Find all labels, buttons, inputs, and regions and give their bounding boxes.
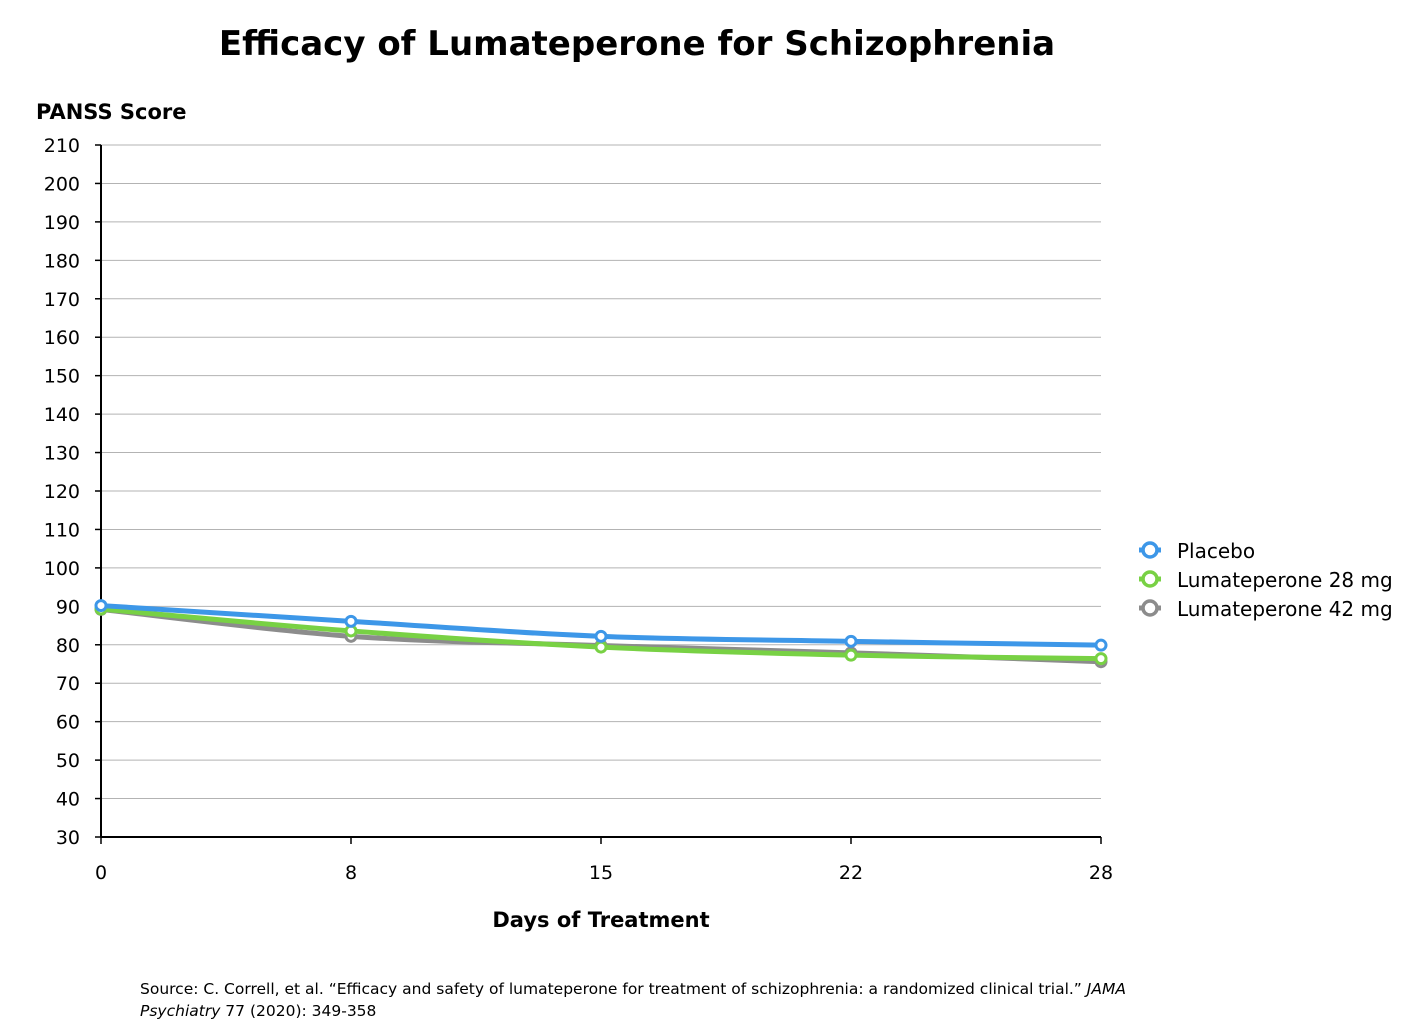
legend-label: Lumateperone 28 mg	[1177, 568, 1393, 592]
legend-marker	[1141, 570, 1159, 588]
y-tick-label: 30	[56, 827, 80, 849]
x-tick-label: 0	[95, 862, 107, 884]
legend-marker	[1141, 599, 1159, 617]
chart-title: Efficacy of Lumateperone for Schizophren…	[219, 24, 1055, 64]
legend-label: Placebo	[1177, 539, 1255, 563]
y-tick-label: 40	[56, 789, 80, 811]
x-axis-label: Days of Treatment	[492, 908, 709, 932]
y-tick-label: 170	[44, 289, 80, 311]
y-tick-label: 180	[44, 250, 80, 272]
data-point	[344, 614, 358, 628]
x-tick-label: 15	[589, 862, 613, 884]
data-point	[594, 629, 608, 643]
y-tick-label: 160	[44, 327, 80, 349]
y-tick-label: 210	[44, 135, 80, 157]
legend-label: Lumateperone 42 mg	[1177, 597, 1393, 621]
y-tick-label: 60	[56, 712, 80, 734]
source-journal: JAMA Psychiatry	[140, 980, 1126, 1020]
legend-marker	[1141, 541, 1159, 559]
source-prefix: Source: C. Correll, et al. “Efficacy and…	[140, 980, 1087, 998]
y-tick-label: 80	[56, 635, 80, 657]
data-point	[844, 634, 858, 648]
x-tick-label: 28	[1089, 862, 1113, 884]
data-point	[1094, 652, 1108, 666]
y-tick-label: 120	[44, 481, 80, 503]
x-tick-label: 22	[839, 862, 863, 884]
source-citation: Source: C. Correll, et al. “Efficacy and…	[140, 978, 1200, 1022]
data-point	[594, 640, 608, 654]
y-axis-label: PANSS Score	[36, 100, 187, 124]
y-tick-label: 100	[44, 558, 80, 580]
tick-labels: 3040506070809010011012013014015016017018…	[44, 135, 1113, 884]
y-tick-label: 50	[56, 750, 80, 772]
y-tick-label: 200	[44, 173, 80, 195]
y-tick-label: 110	[44, 519, 80, 541]
y-tick-label: 150	[44, 366, 80, 388]
data-point	[1094, 638, 1108, 652]
y-tick-label: 130	[44, 443, 80, 465]
x-tick-label: 8	[345, 862, 357, 884]
y-tick-label: 190	[44, 212, 80, 234]
y-tick-label: 140	[44, 404, 80, 426]
axes	[95, 144, 1102, 844]
legend: Placebo Lumateperone 28 mg Lumateperone 42…	[1139, 539, 1393, 621]
series-lines	[94, 599, 1108, 669]
gridlines	[101, 144, 1101, 800]
y-tick-label: 90	[56, 596, 80, 618]
y-tick-label: 70	[56, 673, 80, 695]
source-suffix: 77 (2020): 349-358	[220, 1002, 377, 1020]
data-point	[844, 648, 858, 662]
data-point	[94, 599, 108, 613]
